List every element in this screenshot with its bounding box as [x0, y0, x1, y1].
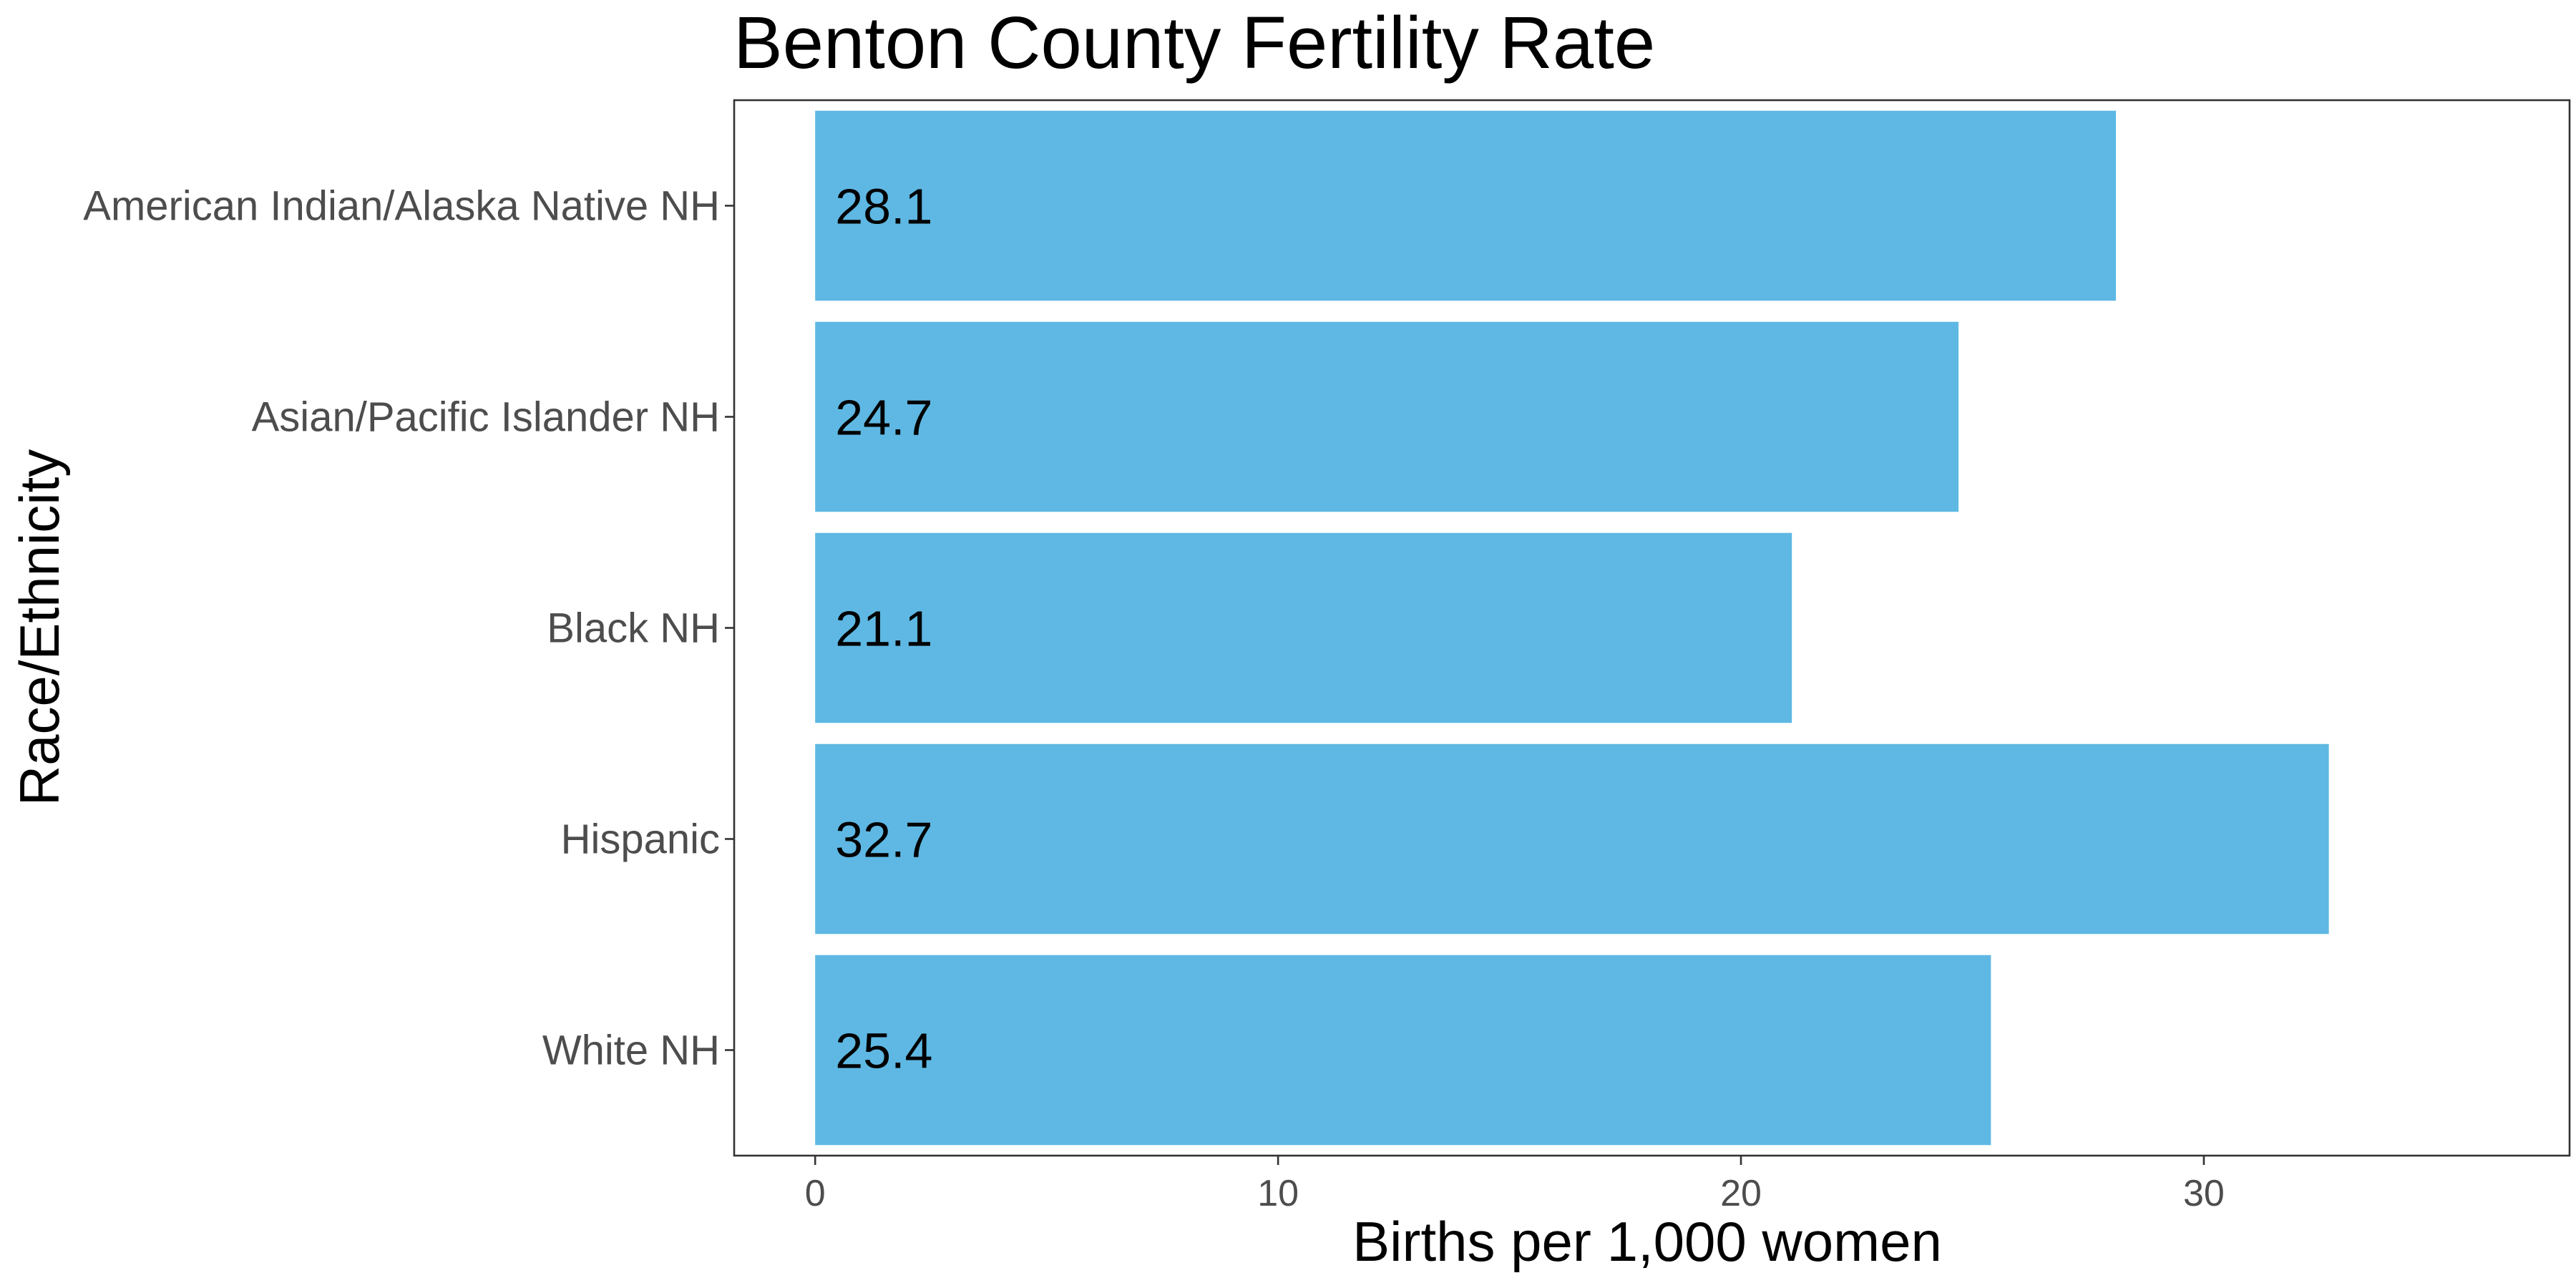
- data-label-2: 21.1: [835, 601, 932, 657]
- data-label-3: 32.7: [835, 812, 932, 868]
- data-labels-layer: 28.1 24.7 21.1 32.7 25.4: [835, 179, 932, 1079]
- category-label-1: Asian/Pacific Islander NH: [252, 394, 720, 441]
- data-label-0: 28.1: [835, 179, 932, 235]
- category-label-4: White NH: [542, 1028, 720, 1074]
- bar-1: [815, 321, 1959, 512]
- bar-0: [815, 110, 2117, 301]
- category-label-2: Black NH: [547, 605, 720, 652]
- chart-title: Benton County Fertility Rate: [733, 1, 1655, 84]
- x-axis-title: Births per 1,000 women: [1352, 1210, 1942, 1273]
- y-axis-title: Race/Ethnicity: [8, 449, 71, 806]
- bar-3: [815, 743, 2329, 935]
- data-label-4: 25.4: [835, 1023, 932, 1079]
- category-label-3: Hispanic: [561, 816, 720, 863]
- category-label-0: American Indian/Alaska Native NH: [83, 183, 720, 230]
- bar-4: [815, 955, 1991, 1146]
- y-axis: American Indian/Alaska Native NH Asian/Pa…: [83, 183, 734, 1074]
- x-tick-label-3: 30: [2183, 1173, 2225, 1214]
- x-tick-label-1: 10: [1257, 1173, 1299, 1214]
- x-tick-label-2: 20: [1720, 1173, 1762, 1214]
- x-tick-label-0: 0: [805, 1173, 826, 1214]
- x-axis: 0 10 20 30: [805, 1156, 2225, 1214]
- bars-layer: [815, 110, 2329, 1146]
- bar-2: [815, 532, 1792, 723]
- data-label-1: 24.7: [835, 390, 932, 446]
